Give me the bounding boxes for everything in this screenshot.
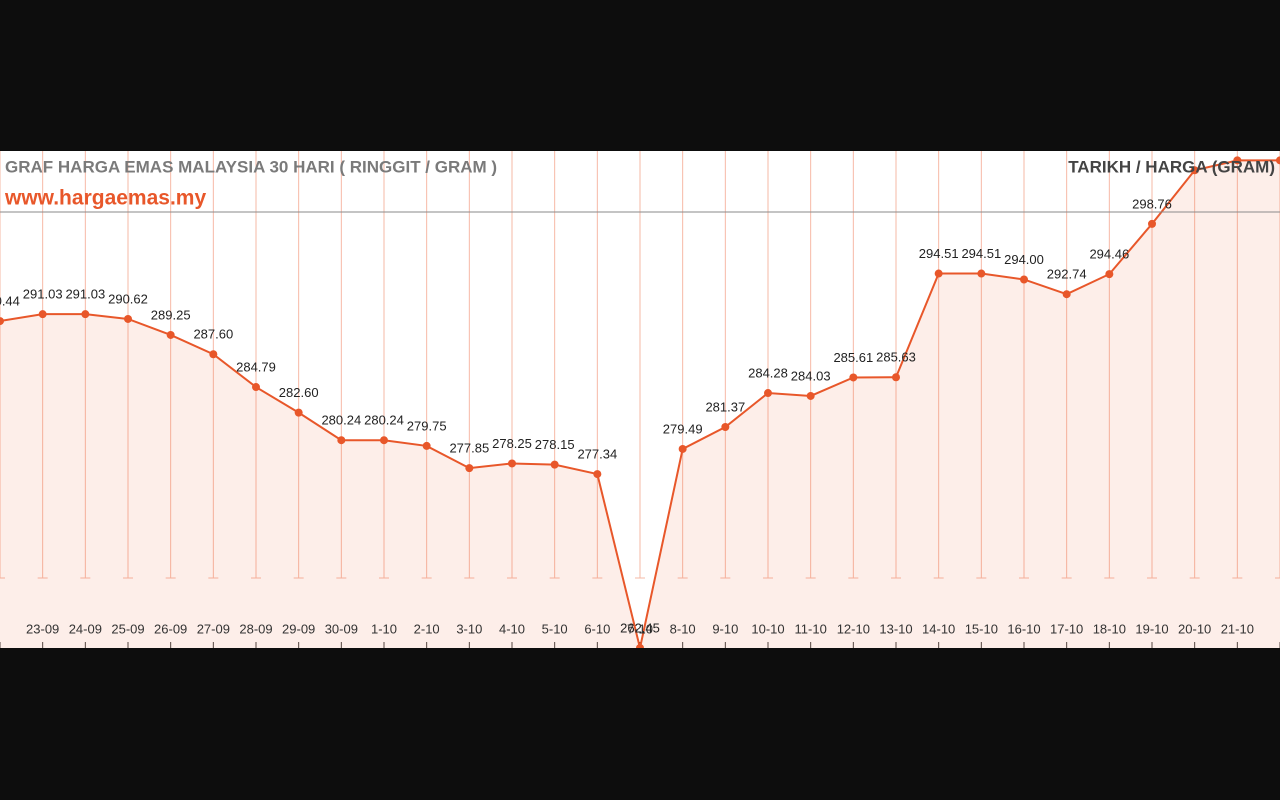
value-label: 284.79 xyxy=(236,359,276,374)
x-tick-label: 24-09 xyxy=(69,621,102,636)
point xyxy=(550,460,559,469)
point xyxy=(636,644,644,648)
x-tick-label: 13-10 xyxy=(879,621,912,636)
value-label: 279.75 xyxy=(407,418,447,433)
value-label: 282.60 xyxy=(279,385,319,400)
x-tick-label: 6-10 xyxy=(584,621,610,636)
value-label: 294.51 xyxy=(961,246,1001,261)
value-label: 279.49 xyxy=(663,421,703,436)
x-tick-label: 9-10 xyxy=(712,621,738,636)
value-label: 262.45 xyxy=(620,620,660,635)
point xyxy=(124,314,132,323)
x-tick-label: 2-10 xyxy=(414,621,440,636)
value-label: 284.28 xyxy=(748,365,788,380)
x-tick-label: 29-09 xyxy=(282,621,315,636)
point xyxy=(1020,275,1028,284)
value-label: 281.37 xyxy=(705,399,745,414)
x-tick-label: 30-09 xyxy=(325,621,358,636)
x-tick-label: 12-10 xyxy=(837,621,870,636)
x-tick-label: 15-10 xyxy=(965,621,998,636)
value-label: 280.24 xyxy=(321,413,361,428)
x-tick-label: 18-10 xyxy=(1093,621,1126,636)
plot: 290.44291.0323-09291.0324-09290.6225-092… xyxy=(0,151,1280,648)
point xyxy=(1233,156,1242,165)
value-label: 287.60 xyxy=(193,327,233,342)
x-tick-label: 5-10 xyxy=(542,621,568,636)
x-tick-label: 1-10 xyxy=(371,621,397,636)
chart-subtitle: www.hargaemas.my xyxy=(4,187,206,210)
value-label: 290.44 xyxy=(0,294,20,309)
point xyxy=(380,436,388,445)
x-tick-label: 14-10 xyxy=(922,621,955,636)
area xyxy=(0,160,1280,648)
x-tick-label: 11-10 xyxy=(795,621,827,636)
point xyxy=(81,310,90,319)
value-label: 294.46 xyxy=(1089,247,1129,262)
x-tick-label: 25-09 xyxy=(111,621,144,636)
point xyxy=(252,383,260,392)
point xyxy=(849,373,858,382)
x-tick-label: 10-10 xyxy=(751,621,784,636)
x-tick-label: 21-10 xyxy=(1221,621,1254,636)
value-label: 285.63 xyxy=(876,350,916,365)
point xyxy=(764,389,772,398)
x-tick-label: 26-09 xyxy=(154,621,187,636)
x-tick-label: 8-10 xyxy=(670,621,696,636)
point xyxy=(678,444,687,453)
x-tick-label: 23-09 xyxy=(26,621,59,636)
point xyxy=(934,269,943,278)
x-tick-label: 17-10 xyxy=(1050,621,1083,636)
point xyxy=(977,269,986,278)
x-tick-label: 7-10 xyxy=(627,621,653,636)
point xyxy=(0,317,4,326)
value-label: 291.03 xyxy=(65,287,105,302)
x-tick-label: 4-10 xyxy=(499,621,525,636)
chart-title: GRAF HARGA EMAS MALAYSIA 30 HARI ( RINGG… xyxy=(5,157,497,176)
point xyxy=(1062,290,1071,299)
point xyxy=(508,459,516,468)
x-tick-label: 28-09 xyxy=(239,621,272,636)
value-label: 292.74 xyxy=(1047,267,1087,282)
point xyxy=(1276,156,1280,165)
value-label: 294.00 xyxy=(1004,252,1044,267)
value-label: 290.62 xyxy=(108,291,148,306)
point xyxy=(166,330,175,339)
value-label: 284.03 xyxy=(791,368,831,383)
value-label: 278.15 xyxy=(535,437,575,452)
value-label: 278.25 xyxy=(492,436,532,451)
point xyxy=(38,310,47,319)
x-tick-label: 3-10 xyxy=(456,621,482,636)
value-label: 280.24 xyxy=(364,413,404,428)
x-tick-label: 19-10 xyxy=(1135,621,1168,636)
point xyxy=(1105,270,1114,279)
point xyxy=(1190,166,1199,175)
point xyxy=(209,350,218,359)
point xyxy=(721,423,730,432)
x-tick-label: 27-09 xyxy=(197,621,230,636)
point xyxy=(892,373,900,382)
point xyxy=(422,441,431,450)
point xyxy=(1148,219,1156,228)
x-tick-label: 20-10 xyxy=(1178,621,1211,636)
value-label: 285.61 xyxy=(833,350,873,365)
point xyxy=(337,436,346,445)
value-label: 289.25 xyxy=(151,307,191,322)
value-label: 298.76 xyxy=(1132,196,1172,211)
value-label: 291.03 xyxy=(23,287,63,302)
x-tick-label: 16-10 xyxy=(1007,621,1040,636)
axis-label: TARIKH / HARGA (GRAM) xyxy=(1068,157,1275,176)
point xyxy=(593,470,602,479)
value-label: 294.51 xyxy=(919,246,959,261)
value-label: 277.34 xyxy=(577,447,617,462)
point xyxy=(294,408,303,417)
value-label: 277.85 xyxy=(449,441,489,456)
point xyxy=(806,391,815,400)
point xyxy=(465,464,474,473)
